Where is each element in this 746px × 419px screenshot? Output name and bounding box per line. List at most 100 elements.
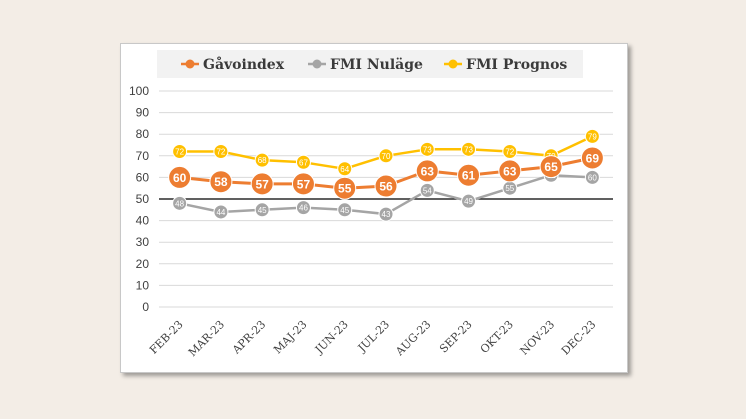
legend-swatch-marker — [185, 59, 195, 69]
data-point — [584, 128, 600, 144]
data-label: 44 — [216, 208, 225, 217]
y-tick-label: 90 — [136, 106, 150, 120]
data-point — [168, 165, 192, 189]
data-label: 73 — [464, 145, 473, 154]
data-point — [378, 148, 394, 164]
data-point — [502, 143, 518, 159]
data-label: 68 — [258, 156, 267, 165]
data-label: 79 — [588, 132, 597, 141]
series-fmi-nuläge: 48 44 45 46 45 43 54 49 55 61 60 — [172, 167, 600, 222]
y-tick-label: 80 — [136, 127, 150, 141]
data-point — [378, 206, 394, 222]
legend-label: FMI Prognos — [466, 57, 567, 73]
data-point — [213, 143, 229, 159]
y-tick-label: 20 — [136, 257, 150, 271]
data-label: 70 — [382, 152, 391, 161]
data-point — [337, 202, 353, 218]
data-point — [457, 163, 481, 187]
y-tick-label: 40 — [136, 214, 150, 228]
line-chart: Gåvoindex FMI Nuläge FMI Prognos 0 10 20 30 40… — [129, 50, 613, 359]
data-point — [295, 200, 311, 216]
data-point — [254, 202, 270, 218]
data-point — [172, 195, 188, 211]
data-label: 61 — [462, 169, 476, 183]
data-label: 57 — [297, 177, 311, 191]
data-point — [584, 169, 600, 185]
legend-swatch-marker — [312, 59, 322, 69]
data-label: 73 — [423, 145, 432, 154]
data-label: 43 — [382, 210, 391, 219]
data-point — [419, 141, 435, 157]
series-gåvoindex: 60 58 57 57 55 56 63 61 63 65 69 — [168, 146, 604, 200]
x-tick-label: SEP-23 — [437, 318, 475, 356]
x-tick-label: OKT-23 — [478, 318, 516, 356]
x-tick-label: JUN-23 — [312, 318, 351, 357]
data-label: 72 — [175, 147, 184, 156]
data-point — [291, 172, 315, 196]
data-point — [333, 176, 357, 200]
data-point — [539, 155, 563, 179]
gridlines — [159, 90, 613, 308]
y-tick-label: 50 — [136, 192, 150, 206]
data-label: 67 — [299, 158, 308, 167]
data-label: 55 — [505, 184, 514, 193]
data-label: 57 — [256, 177, 270, 191]
data-point — [374, 174, 398, 198]
x-tick-label: JUL-23 — [355, 318, 392, 355]
data-point — [254, 152, 270, 168]
data-label: 48 — [175, 199, 184, 208]
x-tick-label: AUG-23 — [392, 318, 433, 359]
data-point — [295, 154, 311, 170]
x-tick-label: DEC-23 — [559, 318, 599, 358]
legend-background — [157, 50, 583, 78]
data-label: 60 — [173, 171, 187, 185]
data-label: 69 — [586, 151, 600, 165]
data-label: 46 — [299, 204, 308, 213]
data-point — [419, 182, 435, 198]
data-label: 56 — [379, 180, 393, 194]
data-point — [337, 161, 353, 177]
data-label: 63 — [503, 164, 517, 178]
data-point — [209, 170, 233, 194]
data-label: 45 — [258, 206, 267, 215]
y-tick-label: 100 — [129, 84, 149, 98]
x-tick-label: MAR-23 — [186, 318, 227, 359]
x-tick-label: NOV-23 — [518, 318, 558, 358]
y-tick-label: 70 — [136, 149, 150, 163]
data-point — [415, 159, 439, 183]
data-point — [580, 146, 604, 170]
data-point — [498, 159, 522, 183]
data-label: 49 — [464, 197, 473, 206]
x-tick-label: MAJ-23 — [271, 318, 309, 356]
legend-label: FMI Nuläge — [330, 57, 423, 73]
data-point — [461, 193, 477, 209]
data-label: 64 — [340, 165, 349, 174]
data-label: 72 — [505, 147, 514, 156]
legend-swatch-marker — [448, 59, 458, 69]
legend-item-fmi-nuläge: FMI Nuläge — [308, 57, 423, 73]
data-point — [213, 204, 229, 220]
data-label: 72 — [216, 147, 225, 156]
data-label: 54 — [423, 186, 432, 195]
data-point — [172, 143, 188, 159]
legend-label: Gåvoindex — [203, 55, 285, 73]
series-group: 48 44 45 46 45 43 54 49 55 61 60 72 72 68 67 64 70 73 73 72… — [168, 128, 604, 222]
y-tick-label: 30 — [136, 235, 150, 249]
y-tick-label: 0 — [142, 300, 149, 314]
legend-item-fmi-prognos: FMI Prognos — [444, 57, 567, 73]
data-label: 55 — [338, 182, 352, 196]
x-tick-label: APR-23 — [229, 318, 268, 357]
data-label: 58 — [214, 175, 228, 189]
data-label: 45 — [340, 206, 349, 215]
series-fmi-prognos: 7272686764707373727079 — [172, 128, 600, 177]
legend: Gåvoindex FMI Nuläge FMI Prognos — [181, 55, 567, 73]
data-point — [250, 172, 274, 196]
x-tick-label: FEB-23 — [147, 318, 186, 357]
y-tick-label: 60 — [136, 170, 150, 184]
data-point — [461, 141, 477, 157]
data-label: 60 — [588, 173, 597, 182]
y-tick-label: 10 — [136, 278, 150, 292]
data-label: 63 — [421, 164, 435, 178]
y-axis: 0 10 20 30 40 50 60 70 80 90 100 — [129, 84, 149, 314]
chart-card: Gåvoindex FMI Nuläge FMI Prognos 0 10 20 30 40… — [120, 43, 628, 373]
